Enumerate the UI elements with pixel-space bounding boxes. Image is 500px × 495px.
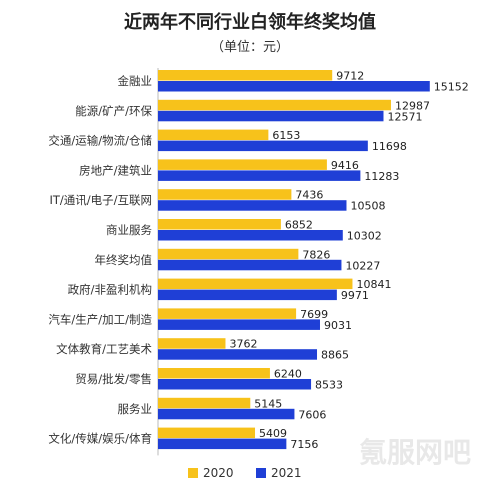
bar-2020 [158,248,299,260]
category-label: 汽车/生产/加工/制造 [48,312,152,326]
bar-2020 [158,427,256,439]
data-label-2021: 11283 [364,170,399,183]
data-label-2021: 10302 [347,230,382,243]
legend-label-2020: 2020 [203,466,234,480]
category-label: 年终奖均值 [95,253,153,267]
data-label-2020: 5409 [259,427,287,440]
category-label: 房地产/建筑业 [79,163,152,177]
bar-2020 [158,159,327,170]
bar-2021 [158,319,320,330]
chart-legend: 2020 2021 [0,466,500,484]
bar-2021 [158,230,343,241]
data-label-2021: 15152 [434,81,469,94]
watermark-text: 氪服网吧 [359,436,471,469]
data-label-2020: 6852 [285,219,313,232]
data-label-2021: 9031 [324,319,352,332]
category-label: IT/通讯/电子/互联网 [49,193,152,207]
category-label: 交通/运输/物流/仓储 [48,134,152,148]
category-label: 文体教育/工艺美术 [56,342,152,356]
data-label-2020: 5145 [254,397,282,410]
bar-2021 [158,408,295,420]
data-label-2021: 12571 [387,110,422,123]
data-label-2020: 9416 [331,159,359,172]
category-label: 金融业 [118,74,153,88]
legend-label-2021: 2021 [271,466,302,480]
data-label-2021: 10227 [345,259,380,272]
chart-title: 近两年不同行业白领年终奖均值 [124,12,376,33]
bar-2020 [158,219,281,230]
data-label-2021: 7156 [290,438,318,451]
data-label-2021: 9971 [341,289,369,302]
category-label: 文化/传媒/娱乐/体育 [48,432,152,446]
legend-swatch-2020 [188,468,198,478]
bar-2021 [158,379,312,390]
bar-2020 [158,189,292,200]
bar-2021 [158,140,368,152]
data-label-2020: 10841 [356,278,391,291]
legend-swatch-2021 [256,468,266,478]
data-label-2020: 6153 [272,129,300,142]
bar-2020 [158,99,391,111]
data-label-2021: 8865 [321,349,349,362]
data-label-2021: 7606 [298,408,326,421]
category-label: 政府/非盈利机构 [68,283,152,297]
data-label-2020: 6240 [274,368,302,381]
category-label: 能源/矿产/环保 [75,104,152,118]
bar-2021 [158,110,384,122]
data-label-2020: 12987 [395,99,430,112]
bar-2020 [158,368,270,379]
bar-2021 [158,81,430,92]
data-label-2020: 7436 [295,189,323,202]
bar-2020 [158,278,353,290]
bar-2020 [158,129,269,141]
bar-2020 [158,397,251,409]
watermark-logo: 氪服网吧 [359,436,471,469]
data-label-2020: 3762 [229,338,257,351]
data-label-2020: 7699 [300,308,328,321]
bar-2021 [158,200,347,211]
bar-2021 [158,259,342,271]
chart-subtitle: （单位：元） [210,40,289,55]
legend-item-2021: 2021 [256,466,302,480]
bar-2020 [158,338,226,349]
data-label-2020: 7826 [302,248,330,261]
data-label-2021: 8533 [315,379,343,392]
category-label: 商业服务 [106,223,152,237]
bar-2021 [158,170,361,181]
legend-item-2020: 2020 [188,466,234,480]
bar-2020 [158,308,297,319]
data-label-2021: 11698 [372,140,407,153]
bar-2021 [158,349,318,360]
data-label-2020: 9712 [336,70,364,83]
category-label: 贸易/批发/零售 [75,372,152,386]
bar-2020 [158,70,333,81]
data-label-2021: 10508 [350,200,385,213]
bar-2021 [158,438,287,450]
bar-2021 [158,289,337,301]
category-label: 服务业 [118,402,153,416]
